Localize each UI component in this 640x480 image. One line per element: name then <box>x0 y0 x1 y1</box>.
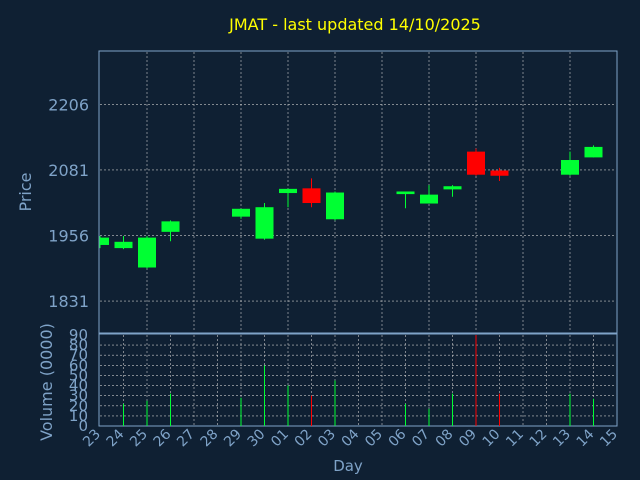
chart-title: JMAT - last updated 14/10/2025 <box>228 15 481 34</box>
price-axis-label: Price <box>16 172 35 211</box>
volume-tick-label: 50 <box>69 366 88 384</box>
volume-tick-label: 70 <box>69 346 88 364</box>
candle-30 <box>255 203 274 240</box>
candle-24 <box>114 236 133 250</box>
candle-body <box>138 237 156 268</box>
volume-tick-label: 90 <box>69 326 88 344</box>
candle-body <box>232 208 250 217</box>
volume-tick-label: 40 <box>69 377 88 395</box>
price-tick-label: 2206 <box>48 95 89 114</box>
candle-body <box>161 221 180 232</box>
candle-body <box>279 188 297 194</box>
volume-tick-label: 20 <box>69 397 88 415</box>
volume-tick-label: 80 <box>69 336 88 354</box>
candle-08 <box>443 185 462 197</box>
price-panel-frame <box>98 50 618 334</box>
candle-body <box>561 160 579 175</box>
candle-13 <box>561 151 579 176</box>
price-tick-label: 1956 <box>48 227 89 246</box>
candle-body <box>443 186 462 190</box>
volume-tick-label: 60 <box>69 356 88 374</box>
candle-body <box>467 151 485 175</box>
price-axis-ticks: 1831 1956 2081 2206 <box>48 95 89 311</box>
candle-body <box>396 191 415 195</box>
candle-body <box>302 188 321 204</box>
candle-09 <box>467 148 485 176</box>
candle-06 <box>396 191 415 209</box>
candles <box>99 145 603 269</box>
candle-23 <box>99 236 109 249</box>
candle-02 <box>302 178 321 208</box>
candle-body <box>584 146 603 158</box>
candle-10 <box>490 167 509 181</box>
candle-body <box>255 207 274 239</box>
candle-29 <box>232 208 250 219</box>
candle-01 <box>279 188 297 208</box>
candle-03 <box>326 191 344 221</box>
candle-body <box>114 241 133 249</box>
candle-25 <box>138 236 156 269</box>
volume-tick-label: 10 <box>69 407 88 425</box>
candle-body <box>490 170 509 176</box>
candle-body <box>326 192 344 220</box>
volume-panel-frame <box>98 333 618 427</box>
candle-body <box>100 237 109 245</box>
candle-07 <box>420 185 438 204</box>
volume-tick-label: 0 <box>78 417 88 435</box>
price-tick-label: 2081 <box>48 161 89 180</box>
price-tick-label: 1831 <box>48 292 89 311</box>
candle-body <box>420 194 438 204</box>
x-axis-label: Day <box>333 457 363 475</box>
volume-bars <box>123 335 594 426</box>
day-axis-ticks: 23 24 25 26 27 28 29 30 01 02 03 04 05 06 07 08 09 10 11 12… <box>80 426 621 450</box>
candle-14 <box>584 145 603 158</box>
volume-axis-label: Volume (0000) <box>37 323 56 441</box>
volume-tick-label: 30 <box>69 387 88 405</box>
candle-26 <box>161 220 180 242</box>
